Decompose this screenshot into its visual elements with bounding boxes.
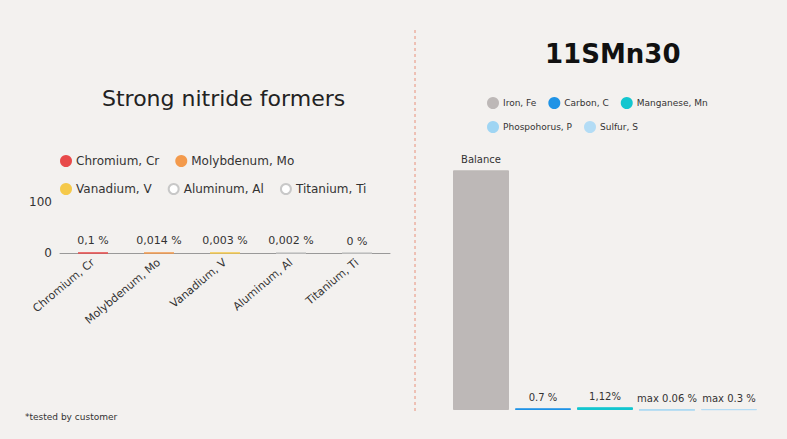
svg-text:Vanadium, V: Vanadium, V xyxy=(76,182,152,196)
svg-text:Sulfur, S: Sulfur, S xyxy=(600,122,638,132)
svg-text:Molybdenum, Mo: Molybdenum, Mo xyxy=(83,256,164,327)
svg-text:Chromium, Cr: Chromium, Cr xyxy=(76,154,159,168)
svg-text:0,003 %: 0,003 % xyxy=(202,234,247,247)
svg-text:max 0.3 %: max 0.3 % xyxy=(702,393,756,404)
svg-text:0,002 %: 0,002 % xyxy=(268,234,313,247)
svg-text:0,014 %: 0,014 % xyxy=(136,234,181,247)
svg-text:0,1 %: 0,1 % xyxy=(77,234,108,247)
svg-text:1,12%: 1,12% xyxy=(589,391,621,402)
svg-text:Phospohorus, P: Phospohorus, P xyxy=(503,122,573,132)
svg-text:Iron, Fe: Iron, Fe xyxy=(503,98,537,108)
svg-text:max 0.06 %: max 0.06 % xyxy=(637,393,697,404)
svg-text:0: 0 xyxy=(44,246,52,260)
svg-text:Balance: Balance xyxy=(461,154,501,165)
svg-text:Chromium, Cr: Chromium, Cr xyxy=(30,256,97,315)
svg-text:Aluminum, Al: Aluminum, Al xyxy=(184,182,264,196)
svg-text:*tested by customer: *tested by customer xyxy=(25,412,117,422)
svg-text:11SMn30: 11SMn30 xyxy=(545,39,680,69)
svg-text:Titanium, Ti: Titanium, Ti xyxy=(303,256,362,308)
svg-text:Molybdenum, Mo: Molybdenum, Mo xyxy=(191,154,294,168)
svg-text:Carbon, C: Carbon, C xyxy=(564,98,608,108)
svg-text:Aluminum, Al: Aluminum, Al xyxy=(230,256,295,313)
svg-text:Strong nitride formers: Strong nitride formers xyxy=(102,86,345,111)
svg-text:0 %: 0 % xyxy=(347,235,368,248)
svg-text:Manganese, Mn: Manganese, Mn xyxy=(637,98,708,108)
svg-text:Titanium, Ti: Titanium, Ti xyxy=(295,182,367,196)
svg-text:0.7 %: 0.7 % xyxy=(529,392,558,403)
svg-text:Vanadium, V: Vanadium, V xyxy=(168,256,230,311)
svg-text:100: 100 xyxy=(29,195,52,209)
